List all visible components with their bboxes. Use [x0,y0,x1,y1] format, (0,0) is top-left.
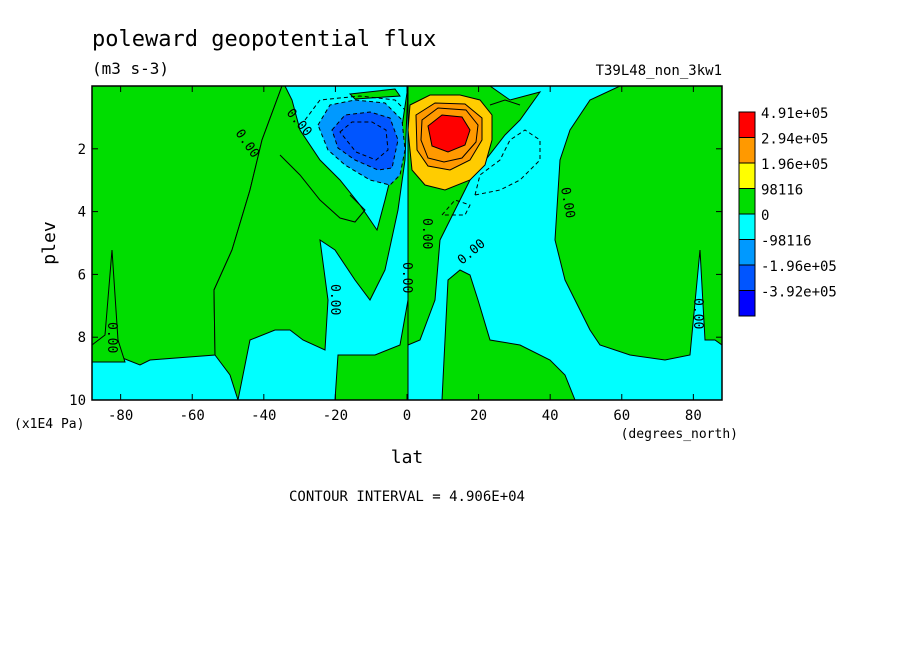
legend-swatch [738,213,756,240]
contour-label: 0.00 [104,322,119,353]
legend-swatch [738,111,756,138]
positive-band-right-lower [441,269,576,400]
plot-area [92,86,722,400]
legend-swatch [738,188,756,215]
x-tick-label: 80 [685,408,702,424]
negative-outer-dash [304,95,406,121]
contour-label: 0.00 [399,262,414,293]
positive-core-contour-1 [420,107,479,163]
y-tick-label: 4 [78,205,86,221]
x-tick-label: 0 [403,408,411,424]
legend-label: 98116 [761,183,803,199]
chart-subtitle: (m3 s-3) [92,59,169,78]
legend-label: 1.96e+05 [761,157,828,173]
negative-core-contour-1 [339,121,389,161]
x-tick-label: 60 [613,408,630,424]
run-label: T39L48_non_3kw1 [596,63,722,79]
color-legend: 4.91e+05 2.94e+05 1.96e+05 98116 0 -98116 -1.9… [738,106,837,317]
dashed-contour-right [474,129,541,196]
contour-labels: 0.00 0.00 0.00 0.00 0.00 0.00 0.00 0.00 … [104,106,705,353]
x-tick-label: -20 [323,408,348,424]
y-tick-label: 8 [78,330,86,346]
legend-swatch [738,290,756,317]
x-tick-label: 40 [542,408,559,424]
legend-swatch [738,264,756,291]
chart-title: poleward geopotential flux [92,27,436,52]
contour-label: 0.00 [690,298,705,329]
x-axis-ticks: -80 -60 -40 -20 0 20 40 60 80 [108,86,702,424]
legend-label: 0 [761,208,769,224]
y-tick-label: 6 [78,267,86,283]
legend-swatch [738,162,756,189]
thin-contour-right [489,99,521,106]
legend-label: -1.96e+05 [761,259,837,275]
x-tick-label: -60 [180,408,205,424]
y-axis-ticks: 2 4 6 8 10 [69,142,722,409]
y-axis-label: plev [39,221,60,264]
dashed-contour-right-small [440,199,471,216]
legend-label: 2.94e+05 [761,132,828,148]
y-tick-label: 10 [69,393,86,409]
positive-band-center [334,299,409,400]
legend-label: -3.92e+05 [761,285,837,301]
positive-band-right [554,86,722,361]
x-tick-label: -80 [108,408,133,424]
thin-contour-left [279,154,366,223]
legend-label: -98116 [761,234,812,250]
x-tick-label: 20 [470,408,487,424]
contour-label: 0.00 [419,218,434,249]
y-axis-units: (x1E4 Pa) [14,417,84,432]
positive-band-top-strip [348,88,401,100]
legend-swatch [738,137,756,164]
x-axis-units: (degrees_north) [621,427,738,442]
x-tick-label: -40 [251,408,276,424]
positive-core-inner [427,114,471,153]
contour-label: 0.00 [327,284,342,315]
y-tick-label: 2 [78,142,86,158]
legend-swatch [738,239,756,266]
contour-label: 0.00 [557,186,577,219]
contour-interval-note: CONTOUR INTERVAL = 4.906E+04 [289,489,525,505]
x-axis-label: lat [391,447,424,468]
positive-band-left-strip [92,249,126,363]
legend-label: 4.91e+05 [761,106,828,122]
